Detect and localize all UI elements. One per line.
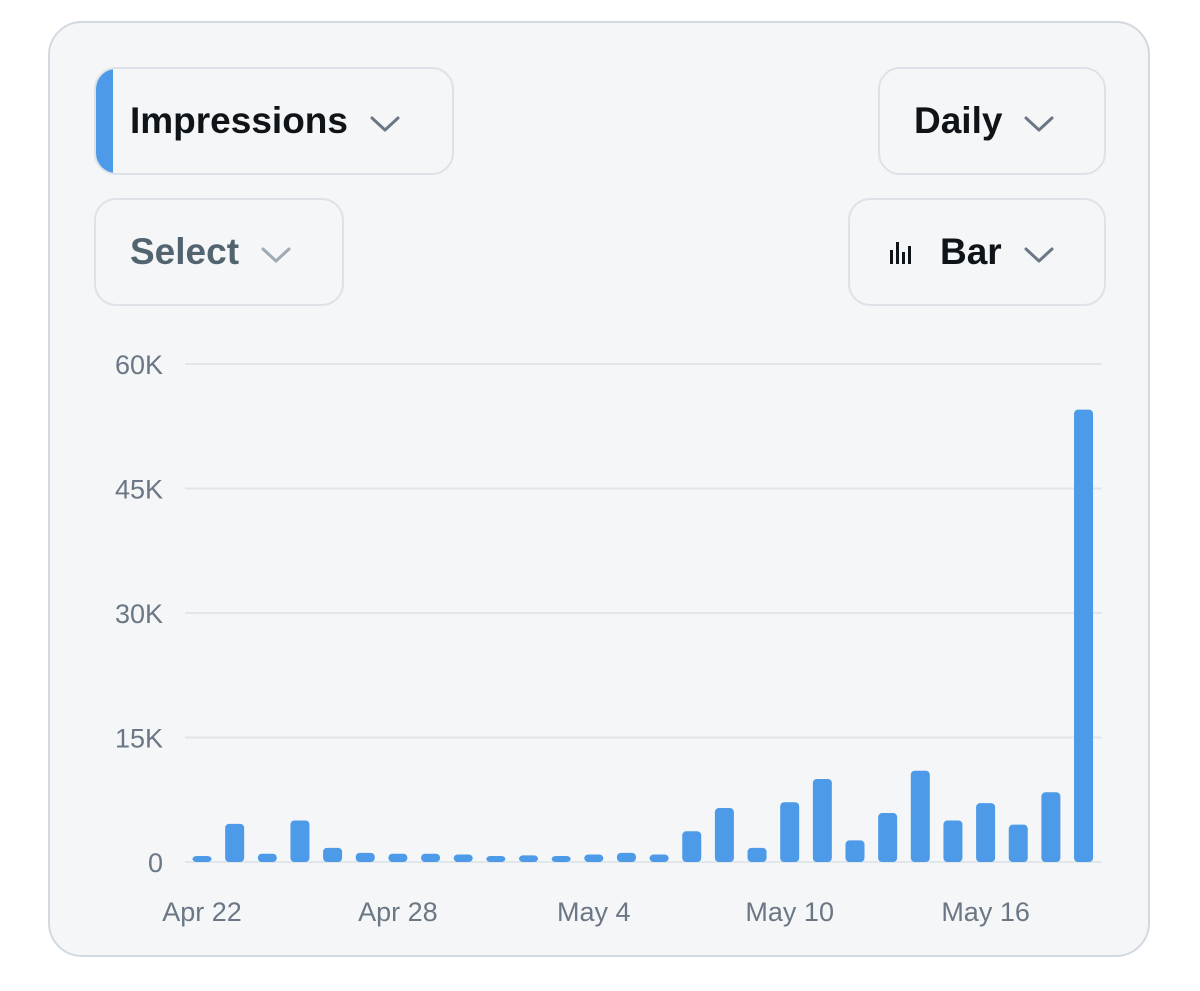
y-tick-label: 0 <box>148 848 163 878</box>
x-tick-label: May 10 <box>745 897 834 927</box>
compare-select-label: Select <box>130 231 240 272</box>
bar-may-3[interactable] <box>551 856 571 862</box>
bar-apr-29[interactable] <box>421 853 441 862</box>
metric-dropdown-label: Impressions <box>130 100 348 141</box>
bar-may-4[interactable] <box>584 854 604 862</box>
bar-may-13[interactable] <box>878 813 898 862</box>
bar-apr-25[interactable] <box>290 820 310 863</box>
bar-may-1[interactable] <box>486 856 506 862</box>
chevron-down-icon <box>370 100 400 142</box>
metric-dropdown[interactable]: Impressions <box>94 67 454 175</box>
chart-type-label: Bar <box>940 231 1002 272</box>
y-tick-label: 30K <box>115 599 163 629</box>
bar-may-14[interactable] <box>910 770 930 862</box>
bar-may-6[interactable] <box>649 854 669 862</box>
bar-may-16[interactable] <box>976 803 996 862</box>
bar-may-10[interactable] <box>780 802 800 862</box>
y-tick-label: 60K <box>115 350 163 380</box>
bar-may-17[interactable] <box>1008 824 1028 862</box>
x-tick-label: May 4 <box>557 897 631 927</box>
bar-may-18[interactable] <box>1041 792 1061 862</box>
bar-may-8[interactable] <box>714 808 734 862</box>
bar-apr-27[interactable] <box>355 852 375 862</box>
bar-apr-30[interactable] <box>453 854 473 862</box>
bar-apr-26[interactable] <box>323 847 343 862</box>
bar-apr-22[interactable] <box>192 856 212 862</box>
x-tick-label: Apr 22 <box>162 897 242 927</box>
chart-type-dropdown[interactable]: Bar <box>848 198 1106 306</box>
chevron-down-icon <box>1024 231 1054 273</box>
bar-may-7[interactable] <box>682 831 702 862</box>
period-dropdown-label: Daily <box>914 100 1003 141</box>
compare-select-dropdown[interactable]: Select <box>94 198 344 306</box>
period-dropdown[interactable]: Daily <box>878 67 1106 175</box>
x-tick-label: Apr 28 <box>358 897 438 927</box>
bar-apr-28[interactable] <box>388 853 408 862</box>
bar-chart-icon <box>888 231 916 273</box>
bar-may-9[interactable] <box>747 847 767 862</box>
metric-color-accent <box>96 69 113 173</box>
bar-may-19[interactable] <box>1074 409 1094 862</box>
bar-apr-24[interactable] <box>257 853 277 862</box>
x-tick-label: May 16 <box>941 897 1030 927</box>
y-tick-label: 45K <box>115 475 163 505</box>
bar-may-15[interactable] <box>943 820 963 863</box>
bar-may-2[interactable] <box>519 855 538 862</box>
bar-may-11[interactable] <box>812 779 832 862</box>
y-tick-label: 15K <box>115 724 163 754</box>
chevron-down-icon <box>1024 100 1054 142</box>
bar-may-12[interactable] <box>845 840 865 862</box>
bar-may-5[interactable] <box>616 852 636 862</box>
bar-apr-23[interactable] <box>225 823 245 862</box>
chevron-down-icon <box>261 231 291 273</box>
